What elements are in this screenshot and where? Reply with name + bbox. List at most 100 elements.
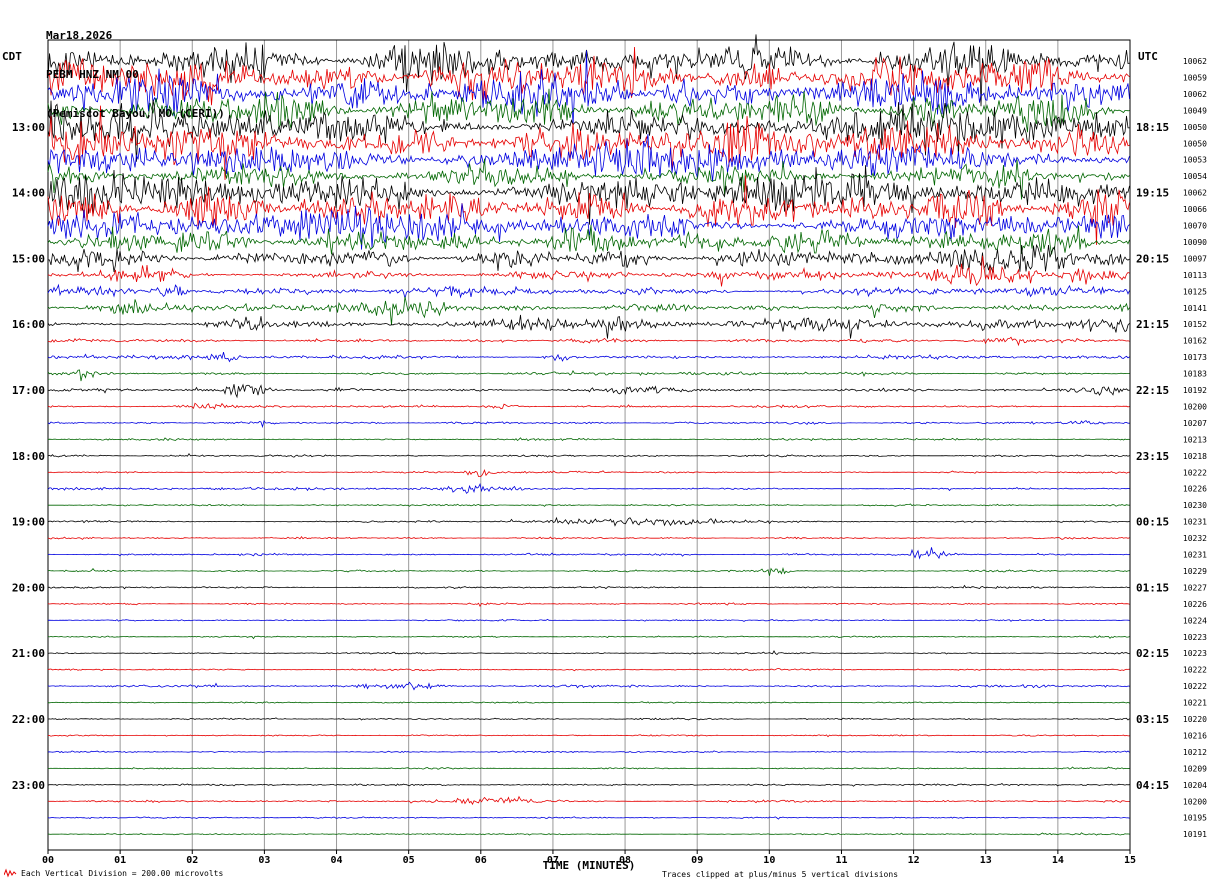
x-tick-label: 09 xyxy=(691,855,703,866)
x-tick-label: 02 xyxy=(186,855,198,866)
trace-count-label: 10059 xyxy=(1183,73,1207,82)
trace-count-label: 10162 xyxy=(1183,337,1207,346)
trace-row xyxy=(47,516,1130,527)
x-tick-label: 13 xyxy=(980,855,992,866)
trace-count-label: 10231 xyxy=(1183,551,1207,560)
trace-row xyxy=(47,483,1130,494)
trace-row xyxy=(47,750,1130,754)
scale-note-text: Each Vertical Division = 200.00 microvol… xyxy=(21,868,224,878)
right-time-label: 21:15 xyxy=(1136,318,1169,331)
trace-count-label: 10113 xyxy=(1183,271,1207,280)
plot-frame xyxy=(47,39,1131,851)
left-time-label: 13:00 xyxy=(12,121,45,134)
left-time-label: 16:00 xyxy=(12,318,45,331)
x-tick-label: 10 xyxy=(763,855,775,866)
trace-count-label: 10173 xyxy=(1183,353,1207,362)
trace-row xyxy=(47,50,1130,127)
trace-row xyxy=(47,635,1130,640)
header-date: Mar18,2026 xyxy=(46,29,113,42)
header-station: PEBM HNZ NM 00 xyxy=(46,68,139,81)
trace-count-label: 10050 xyxy=(1183,123,1207,132)
trace-count-label: 10066 xyxy=(1183,205,1207,214)
x-tick-label: 08 xyxy=(619,855,631,866)
trace-row xyxy=(47,650,1130,656)
trace-row xyxy=(47,816,1130,820)
left-time-label: 18:00 xyxy=(12,450,45,463)
left-time-label: 20:00 xyxy=(12,581,45,594)
trace-row xyxy=(47,452,1130,458)
x-tick-label: 15 xyxy=(1124,855,1136,866)
trace-count-label: 10152 xyxy=(1183,320,1207,329)
trace-count-label: 10221 xyxy=(1183,699,1207,708)
right-time-label: 18:15 xyxy=(1136,121,1169,134)
seismic-squiggle-icon xyxy=(4,868,17,878)
trace-count-label: 10216 xyxy=(1183,731,1207,740)
trace-count-label: 10050 xyxy=(1183,139,1207,148)
trace-row xyxy=(47,419,1130,429)
trace-count-label: 10183 xyxy=(1183,370,1207,379)
trace-count-label: 10200 xyxy=(1183,797,1207,806)
trace-count-label: 10223 xyxy=(1183,649,1207,658)
trace-row xyxy=(47,336,1130,347)
trace-count-label: 10226 xyxy=(1183,600,1207,609)
trace-row xyxy=(47,105,1130,181)
trace-row xyxy=(47,602,1130,608)
trace-row xyxy=(47,352,1130,363)
trace-row xyxy=(47,701,1130,704)
x-tick-label: 07 xyxy=(547,855,559,866)
trace-count-label: 10049 xyxy=(1183,106,1207,115)
trace-count-label: 10054 xyxy=(1183,172,1207,181)
trace-count-label: 10222 xyxy=(1183,666,1207,675)
trace-row xyxy=(47,224,1130,255)
trace-row xyxy=(47,584,1130,590)
left-time-label: 21:00 xyxy=(12,647,45,660)
trace-count-label: 10220 xyxy=(1183,715,1207,724)
trace-row xyxy=(47,566,1130,576)
trace-count-label: 10222 xyxy=(1183,468,1207,477)
trace-count-label: 10209 xyxy=(1183,764,1207,773)
x-tick-label: 05 xyxy=(403,855,415,866)
header: Mar18,2026 PEBM HNZ NM 00 (Pemiscot Bayo… xyxy=(46,3,225,146)
right-time-label: 03:15 xyxy=(1136,713,1169,726)
trace-row xyxy=(47,175,1130,246)
trace-count-label: 10222 xyxy=(1183,682,1207,691)
trace-row xyxy=(47,766,1130,770)
trace-count-label: 10062 xyxy=(1183,189,1207,198)
left-time-label: 14:00 xyxy=(12,187,45,200)
right-time-label: 02:15 xyxy=(1136,647,1169,660)
left-time-label: 17:00 xyxy=(12,384,45,397)
trace-row xyxy=(47,795,1130,806)
trace-row xyxy=(47,547,1130,560)
trace-row xyxy=(47,203,1130,250)
trace-count-label: 10192 xyxy=(1183,386,1207,395)
trace-row xyxy=(47,536,1130,540)
x-tick-label: 00 xyxy=(42,855,54,866)
trace-row xyxy=(47,314,1130,339)
x-tick-label: 03 xyxy=(258,855,270,866)
x-tick-label: 06 xyxy=(475,855,487,866)
trace-count-label: 10224 xyxy=(1183,616,1207,625)
trace-row xyxy=(47,255,1130,287)
trace-row xyxy=(47,296,1130,326)
trace-count-label: 10213 xyxy=(1183,435,1207,444)
trace-row xyxy=(47,158,1130,200)
trace-count-label: 10231 xyxy=(1183,518,1207,527)
trace-count-label: 10195 xyxy=(1183,814,1207,823)
scale-note: Each Vertical Division = 200.00 microvol… xyxy=(4,868,223,878)
trace-count-label: 10097 xyxy=(1183,254,1207,263)
trace-count-label: 10212 xyxy=(1183,748,1207,757)
trace-count-label: 10062 xyxy=(1183,90,1207,99)
trace-row xyxy=(47,383,1130,399)
trace-row xyxy=(47,437,1130,442)
trace-row xyxy=(47,782,1130,787)
trace-count-label: 10230 xyxy=(1183,501,1207,510)
x-tick-label: 14 xyxy=(1052,855,1064,866)
right-time-label: 04:15 xyxy=(1136,779,1169,792)
trace-row xyxy=(47,469,1130,478)
x-tick-label: 11 xyxy=(835,855,847,866)
left-timezone-label: CDT xyxy=(2,50,22,63)
trace-count-label: 10141 xyxy=(1183,304,1207,313)
trace-count-label: 10204 xyxy=(1183,781,1207,790)
trace-count-label: 10232 xyxy=(1183,534,1207,543)
